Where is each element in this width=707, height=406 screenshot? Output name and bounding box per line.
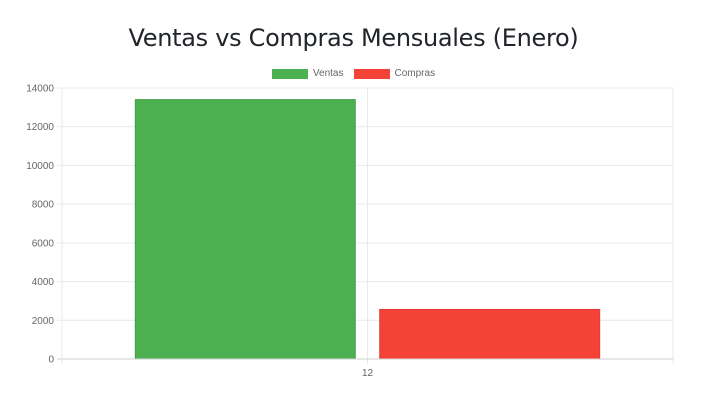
legend-label-ventas: Ventas	[312, 68, 344, 79]
y-tick-label: 14000	[26, 84, 54, 95]
x-tick-label: 12	[362, 368, 374, 379]
y-tick-label: 0	[48, 355, 54, 366]
y-tick-label: 8000	[32, 200, 55, 211]
bar-ventas	[134, 99, 356, 360]
legend-swatch-ventas	[271, 68, 308, 79]
legend-item-ventas[interactable]: Ventas	[271, 68, 344, 79]
y-tick-label: 6000	[32, 238, 55, 249]
bar-compras	[379, 308, 601, 360]
legend-label-compras: Compras	[394, 68, 436, 79]
y-tick-label: 4000	[32, 277, 55, 288]
legend-swatch-compras	[353, 68, 390, 79]
legend-item-compras[interactable]: Compras	[353, 68, 436, 79]
chart-legend: Ventas Compras	[0, 68, 707, 79]
y-tick-label: 2000	[32, 316, 55, 327]
chart-title: Ventas vs Compras Mensuales (Enero)	[128, 24, 579, 52]
y-tick-label: 12000	[26, 122, 54, 133]
y-tick-label: 10000	[26, 161, 54, 172]
